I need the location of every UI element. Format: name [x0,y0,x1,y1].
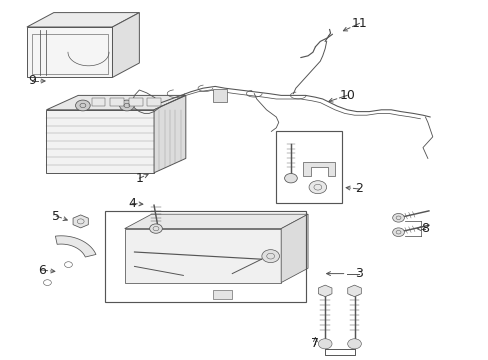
Polygon shape [27,27,112,77]
Polygon shape [46,110,154,173]
Circle shape [119,100,134,111]
Text: 6: 6 [38,264,45,276]
Circle shape [149,224,162,233]
Polygon shape [318,285,331,297]
Text: 10: 10 [339,89,354,102]
Circle shape [347,339,361,349]
Text: 9: 9 [28,75,36,87]
Bar [276,131,342,203]
Bar [212,89,227,102]
Polygon shape [112,13,139,77]
Bar [128,98,142,106]
Circle shape [392,228,404,237]
Polygon shape [154,95,185,173]
Bar [212,290,232,299]
Circle shape [261,249,279,263]
Text: 2: 2 [355,183,363,195]
Bar [110,98,124,106]
Polygon shape [281,214,307,283]
Circle shape [308,181,326,194]
Circle shape [392,213,404,222]
Polygon shape [27,13,139,27]
Text: 5: 5 [52,210,60,222]
Polygon shape [303,162,334,176]
Bar [92,98,105,106]
Polygon shape [73,215,88,228]
Circle shape [318,339,331,349]
Text: 3: 3 [355,267,363,280]
Circle shape [75,100,90,111]
Circle shape [284,174,297,183]
Bar [105,211,305,302]
Text: 7: 7 [311,337,319,350]
Polygon shape [55,236,96,257]
Text: 11: 11 [351,17,366,30]
Text: 1: 1 [135,172,143,185]
Text: 4: 4 [128,197,136,210]
Polygon shape [46,95,185,110]
Polygon shape [124,214,307,229]
Bar [147,98,161,106]
Text: 8: 8 [421,222,428,235]
Polygon shape [124,229,281,283]
Polygon shape [347,285,361,297]
